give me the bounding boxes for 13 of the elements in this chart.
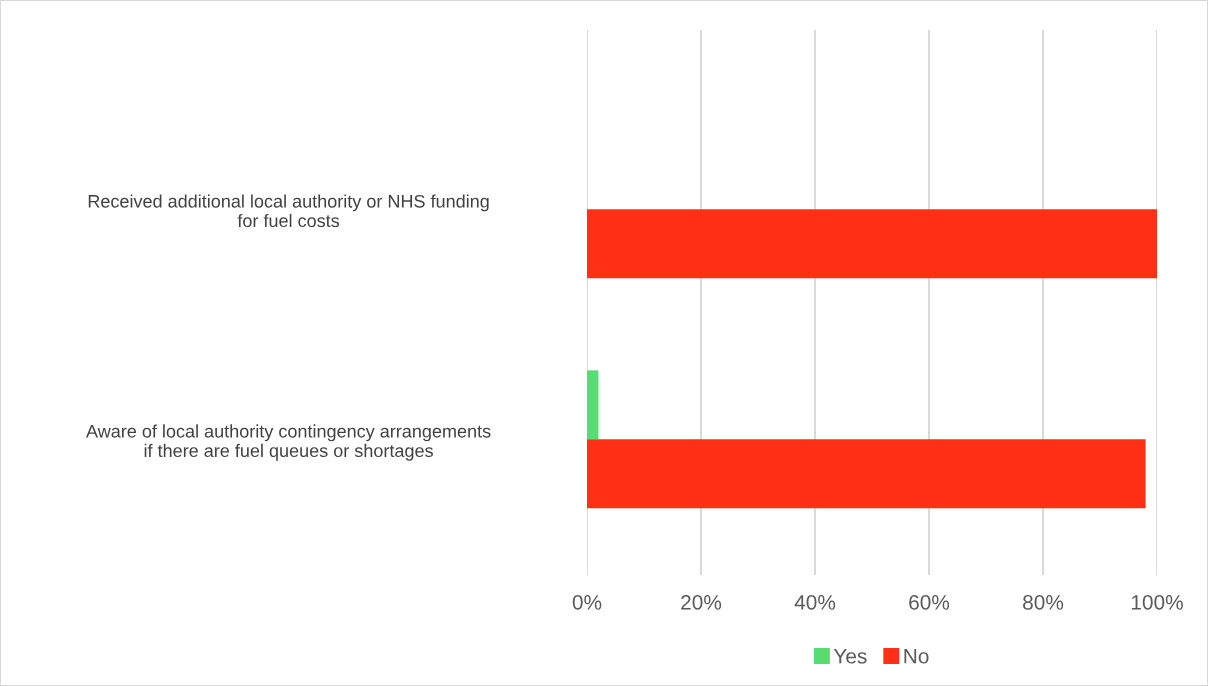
bar xyxy=(587,370,599,440)
x-tick-label: 100% xyxy=(1131,594,1183,610)
x-tick-label: 80% xyxy=(1023,594,1064,610)
x-tick-label: 40% xyxy=(794,594,836,610)
x-tick-label: 20% xyxy=(681,594,722,610)
y-tick-label: Received additional local authority or NHS funding for fuel costs xyxy=(88,194,489,228)
legend-label: No xyxy=(904,649,929,664)
bar xyxy=(587,439,1146,509)
y-tick-label: Aware of local authority contingency arrangements if there are fuel queues or shortages xyxy=(86,424,491,461)
legend-label: Yes xyxy=(833,649,867,664)
bar xyxy=(587,209,1157,279)
x-tick-label: 60% xyxy=(909,594,950,610)
x-tick-label: 0% xyxy=(572,594,602,610)
